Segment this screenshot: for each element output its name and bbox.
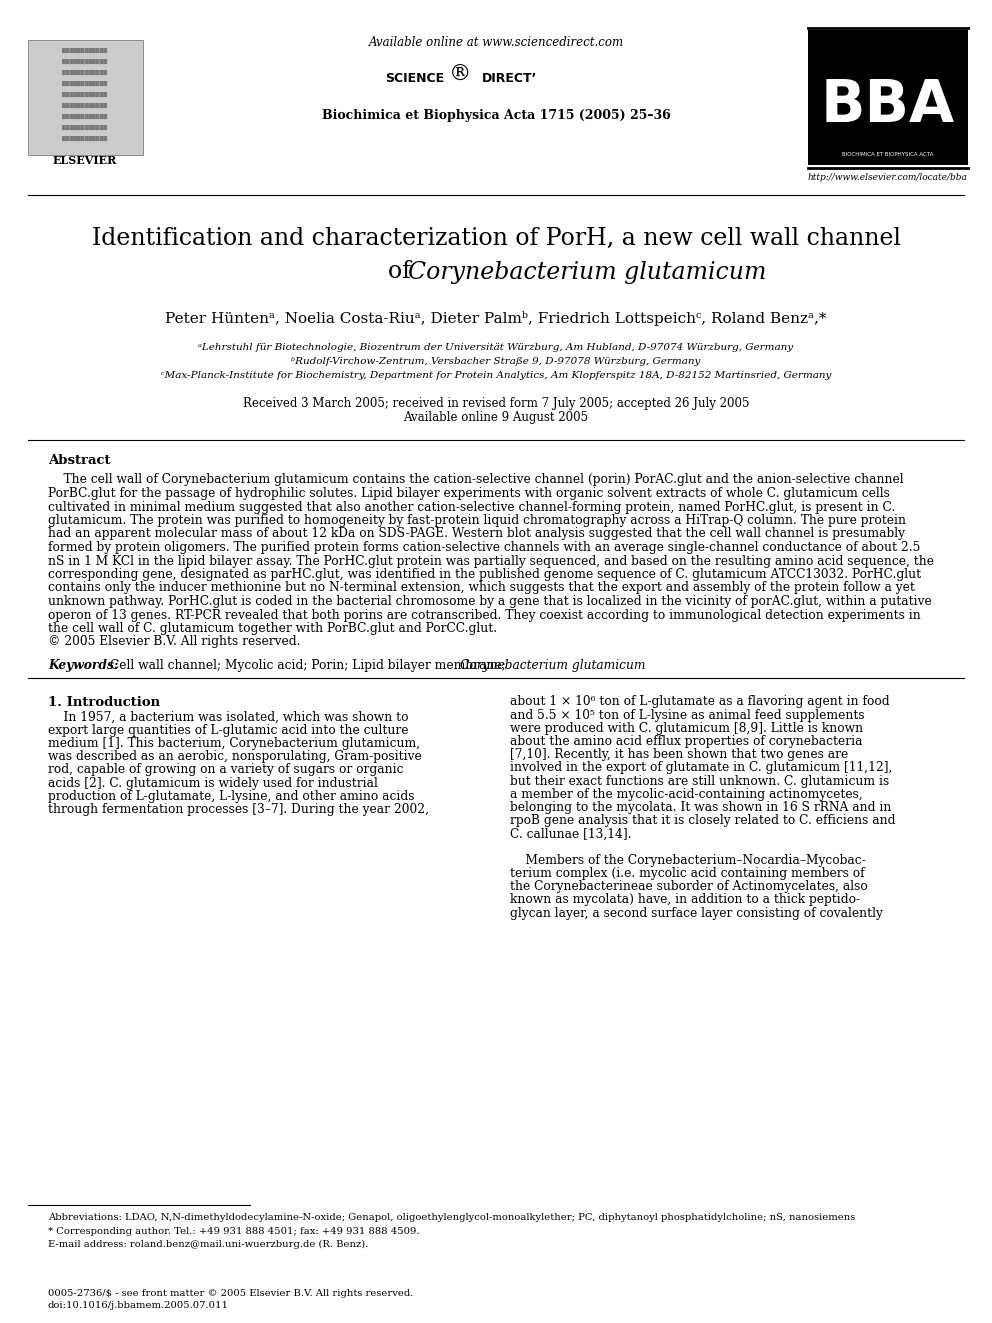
Text: had an apparent molecular mass of about 12 kDa on SDS-PAGE. Western blot analysi: had an apparent molecular mass of about …	[48, 528, 905, 541]
Text: Abbreviations: LDAO, N,N-dimethyldodecylamine-N-oxide; Genapol, oligoethylenglyc: Abbreviations: LDAO, N,N-dimethyldodecyl…	[48, 1213, 855, 1222]
Text: the cell wall of C. glutamicum together with PorBC.glut and PorCC.glut.: the cell wall of C. glutamicum together …	[48, 622, 497, 635]
Text: ████████████: ████████████	[62, 81, 107, 86]
Text: glutamicum. The protein was purified to homogeneity by fast-protein liquid chrom: glutamicum. The protein was purified to …	[48, 515, 906, 527]
Text: rpoB gene analysis that it is closely related to C. efficiens and: rpoB gene analysis that it is closely re…	[510, 814, 896, 827]
Text: medium [1]. This bacterium, Corynebacterium glutamicum,: medium [1]. This bacterium, Corynebacter…	[48, 737, 421, 750]
Text: the Corynebacterineae suborder of Actinomycelates, also: the Corynebacterineae suborder of Actino…	[510, 880, 868, 893]
Text: Corynebacterium glutamicum: Corynebacterium glutamicum	[460, 659, 646, 672]
Text: were produced with C. glutamicum [8,9]. Little is known: were produced with C. glutamicum [8,9]. …	[510, 722, 863, 734]
Text: belonging to the mycolata. It was shown in 16 S rRNA and in: belonging to the mycolata. It was shown …	[510, 802, 892, 814]
Text: formed by protein oligomers. The purified protein forms cation-selective channel: formed by protein oligomers. The purifie…	[48, 541, 921, 554]
Text: DIRECT’: DIRECT’	[482, 71, 538, 85]
Text: Keywords:: Keywords:	[48, 659, 118, 672]
Text: glycan layer, a second surface layer consisting of covalently: glycan layer, a second surface layer con…	[510, 906, 883, 919]
Text: ████████████: ████████████	[62, 124, 107, 130]
Bar	[808, 30, 968, 165]
Text: ᵃLehrstuhl für Biotechnologie, Biozentrum der Universität Würzburg, Am Hubland, : ᵃLehrstuhl für Biotechnologie, Biozentru…	[198, 344, 794, 352]
Text: ████████████: ████████████	[62, 102, 107, 107]
Text: a member of the mycolic-acid-containing actinomycetes,: a member of the mycolic-acid-containing …	[510, 789, 863, 800]
Text: involved in the export of glutamate in C. glutamicum [11,12],: involved in the export of glutamate in C…	[510, 762, 893, 774]
Text: ᵇRudolf-Virchow-Zentrum, Versbacher Straße 9, D-97078 Würzburg, Germany: ᵇRudolf-Virchow-Zentrum, Versbacher Stra…	[292, 357, 700, 366]
Text: [7,10]. Recently, it has been shown that two genes are: [7,10]. Recently, it has been shown that…	[510, 749, 848, 761]
Text: PorBC.glut for the passage of hydrophilic solutes. Lipid bilayer experiments wit: PorBC.glut for the passage of hydrophili…	[48, 487, 890, 500]
Text: The cell wall of Corynebacterium glutamicum contains the cation-selective channe: The cell wall of Corynebacterium glutami…	[48, 474, 904, 487]
Text: about the amino acid efflux properties of corynebacteria: about the amino acid efflux properties o…	[510, 736, 862, 747]
Text: Available online at www.sciencedirect.com: Available online at www.sciencedirect.co…	[368, 36, 624, 49]
Text: cultivated in minimal medium suggested that also another cation-selective channe: cultivated in minimal medium suggested t…	[48, 500, 895, 513]
Text: unknown pathway. PorHC.glut is coded in the bacterial chromosome by a gene that : unknown pathway. PorHC.glut is coded in …	[48, 595, 931, 609]
Text: http://www.elsevier.com/locate/bba: http://www.elsevier.com/locate/bba	[808, 173, 968, 183]
Text: doi:10.1016/j.bbamem.2005.07.011: doi:10.1016/j.bbamem.2005.07.011	[48, 1302, 229, 1311]
Text: ████████████: ████████████	[62, 114, 107, 119]
Text: * Corresponding author. Tel.: +49 931 888 4501; fax: +49 931 888 4509.: * Corresponding author. Tel.: +49 931 88…	[48, 1226, 420, 1236]
Text: ████████████: ████████████	[62, 91, 107, 97]
Text: In 1957, a bacterium was isolated, which was shown to: In 1957, a bacterium was isolated, which…	[48, 710, 409, 724]
Text: C. callunae [13,14].: C. callunae [13,14].	[510, 827, 632, 840]
Text: Cell wall channel; Mycolic acid; Porin; Lipid bilayer membrane;: Cell wall channel; Mycolic acid; Porin; …	[110, 659, 510, 672]
Text: Received 3 March 2005; received in revised form 7 July 2005; accepted 26 July 20: Received 3 March 2005; received in revis…	[243, 397, 749, 410]
Text: about 1 × 10⁶ ton of L-glutamate as a flavoring agent in food: about 1 × 10⁶ ton of L-glutamate as a fl…	[510, 696, 890, 709]
Text: ████████████: ████████████	[62, 58, 107, 64]
Text: export large quantities of L-glutamic acid into the culture: export large quantities of L-glutamic ac…	[48, 724, 409, 737]
Bar	[28, 40, 143, 155]
Text: acids [2]. C. glutamicum is widely used for industrial: acids [2]. C. glutamicum is widely used …	[48, 777, 378, 790]
Text: production of L-glutamate, L-lysine, and other amino acids: production of L-glutamate, L-lysine, and…	[48, 790, 415, 803]
Text: known as mycolata) have, in addition to a thick peptido-: known as mycolata) have, in addition to …	[510, 893, 860, 906]
Text: BBA: BBA	[821, 77, 955, 134]
Text: ████████████: ████████████	[62, 48, 107, 53]
Text: Corynebacterium glutamicum: Corynebacterium glutamicum	[408, 261, 767, 283]
Text: but their exact functions are still unknown. C. glutamicum is: but their exact functions are still unkn…	[510, 775, 889, 787]
Text: ████████████: ████████████	[62, 135, 107, 140]
Text: of: of	[388, 261, 419, 283]
Text: SCIENCE: SCIENCE	[386, 71, 444, 85]
Text: ████████████: ████████████	[62, 69, 107, 74]
Text: was described as an aerobic, nonsporulating, Gram-positive: was described as an aerobic, nonsporulat…	[48, 750, 422, 763]
Text: corresponding gene, designated as parHC.glut, was identified in the published ge: corresponding gene, designated as parHC.…	[48, 568, 922, 581]
Text: ELSEVIER: ELSEVIER	[53, 155, 117, 165]
Text: Biochimica et Biophysica Acta 1715 (2005) 25–36: Biochimica et Biophysica Acta 1715 (2005…	[321, 108, 671, 122]
Text: © 2005 Elsevier B.V. All rights reserved.: © 2005 Elsevier B.V. All rights reserved…	[48, 635, 301, 648]
Text: Members of the Corynebacterium–Nocardia–Mycobac-: Members of the Corynebacterium–Nocardia–…	[510, 853, 866, 867]
Text: nS in 1 M KCl in the lipid bilayer assay. The PorHC.glut protein was partially s: nS in 1 M KCl in the lipid bilayer assay…	[48, 554, 934, 568]
Text: E-mail address: roland.benz@mail.uni-wuerzburg.de (R. Benz).: E-mail address: roland.benz@mail.uni-wue…	[48, 1240, 368, 1249]
Text: Abstract: Abstract	[48, 454, 110, 467]
Text: operon of 13 genes. RT-PCR revealed that both porins are cotranscribed. They coe: operon of 13 genes. RT-PCR revealed that…	[48, 609, 921, 622]
Text: rod, capable of growing on a variety of sugars or organic: rod, capable of growing on a variety of …	[48, 763, 404, 777]
Text: ᶜMax-Planck-Institute for Biochemistry, Department for Protein Analytics, Am Klo: ᶜMax-Planck-Institute for Biochemistry, …	[161, 372, 831, 381]
Text: Peter Hüntenᵃ, Noelia Costa-Riuᵃ, Dieter Palmᵇ, Friedrich Lottspeichᶜ, Roland Be: Peter Hüntenᵃ, Noelia Costa-Riuᵃ, Dieter…	[166, 311, 826, 325]
Text: through fermentation processes [3–7]. During the year 2002,: through fermentation processes [3–7]. Du…	[48, 803, 429, 816]
Text: Identification and characterization of PorH, a new cell wall channel: Identification and characterization of P…	[91, 226, 901, 250]
Text: 1. Introduction: 1. Introduction	[48, 696, 160, 709]
Text: contains only the inducer methionine but no N-terminal extension, which suggests: contains only the inducer methionine but…	[48, 582, 915, 594]
Text: ®: ®	[448, 64, 471, 86]
Text: Available online 9 August 2005: Available online 9 August 2005	[404, 411, 588, 425]
Text: BIOCHIMICA ET BIOPHYSICA ACTA: BIOCHIMICA ET BIOPHYSICA ACTA	[842, 152, 933, 157]
Text: terium complex (i.e. mycolic acid containing members of: terium complex (i.e. mycolic acid contai…	[510, 867, 865, 880]
Text: 0005-2736/$ - see front matter © 2005 Elsevier B.V. All rights reserved.: 0005-2736/$ - see front matter © 2005 El…	[48, 1289, 414, 1298]
Text: and 5.5 × 10⁵ ton of L-lysine as animal feed supplements: and 5.5 × 10⁵ ton of L-lysine as animal …	[510, 709, 865, 722]
